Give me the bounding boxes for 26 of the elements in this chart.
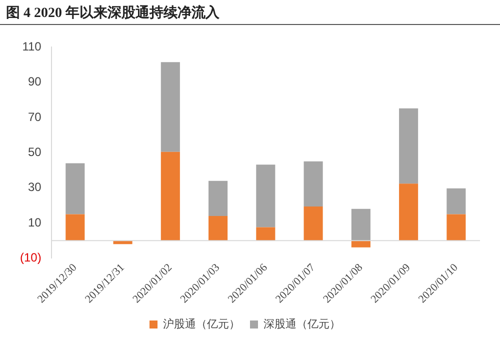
bar: [160, 62, 180, 152]
bar: [399, 184, 418, 241]
chart-title: 图 4 2020 年以来深股通持续净流入: [6, 4, 220, 22]
bar: [446, 188, 466, 214]
bar: [399, 108, 418, 184]
bar: [351, 240, 370, 248]
bar: [66, 214, 85, 241]
bar: [66, 163, 85, 214]
y-tick-label: 10: [28, 215, 42, 230]
y-tick-label: 70: [28, 110, 42, 124]
legend-label: 沪股通（亿元）: [163, 318, 240, 331]
y-tick-label: 110: [22, 40, 42, 54]
bar: [256, 164, 276, 228]
bar: [256, 227, 276, 241]
y-tick-label: 50: [28, 145, 42, 160]
bar: [446, 214, 466, 241]
y-tick-label: 30: [28, 180, 42, 194]
legend-label: 深股通（亿元）: [264, 318, 340, 331]
y-tick-label: (10): [20, 250, 42, 265]
bar: [160, 152, 180, 241]
y-tick-label: 90: [28, 74, 42, 89]
bar: [208, 216, 228, 241]
bar: [304, 206, 323, 241]
bar: [208, 180, 228, 216]
bar: [304, 161, 323, 207]
bar: [351, 208, 370, 241]
